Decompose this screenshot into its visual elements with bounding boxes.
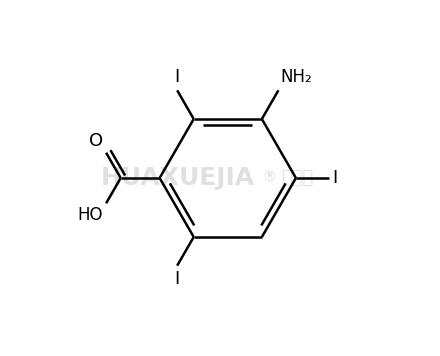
Text: I: I [175,269,180,288]
Text: I: I [175,68,180,87]
Text: ®: ® [262,171,276,185]
Text: HO: HO [77,206,103,224]
Text: NH₂: NH₂ [280,68,312,87]
Text: I: I [332,169,337,187]
Text: HUAXUEJIA: HUAXUEJIA [101,166,255,190]
Text: 化学加: 化学加 [281,169,313,187]
Text: O: O [89,132,103,150]
